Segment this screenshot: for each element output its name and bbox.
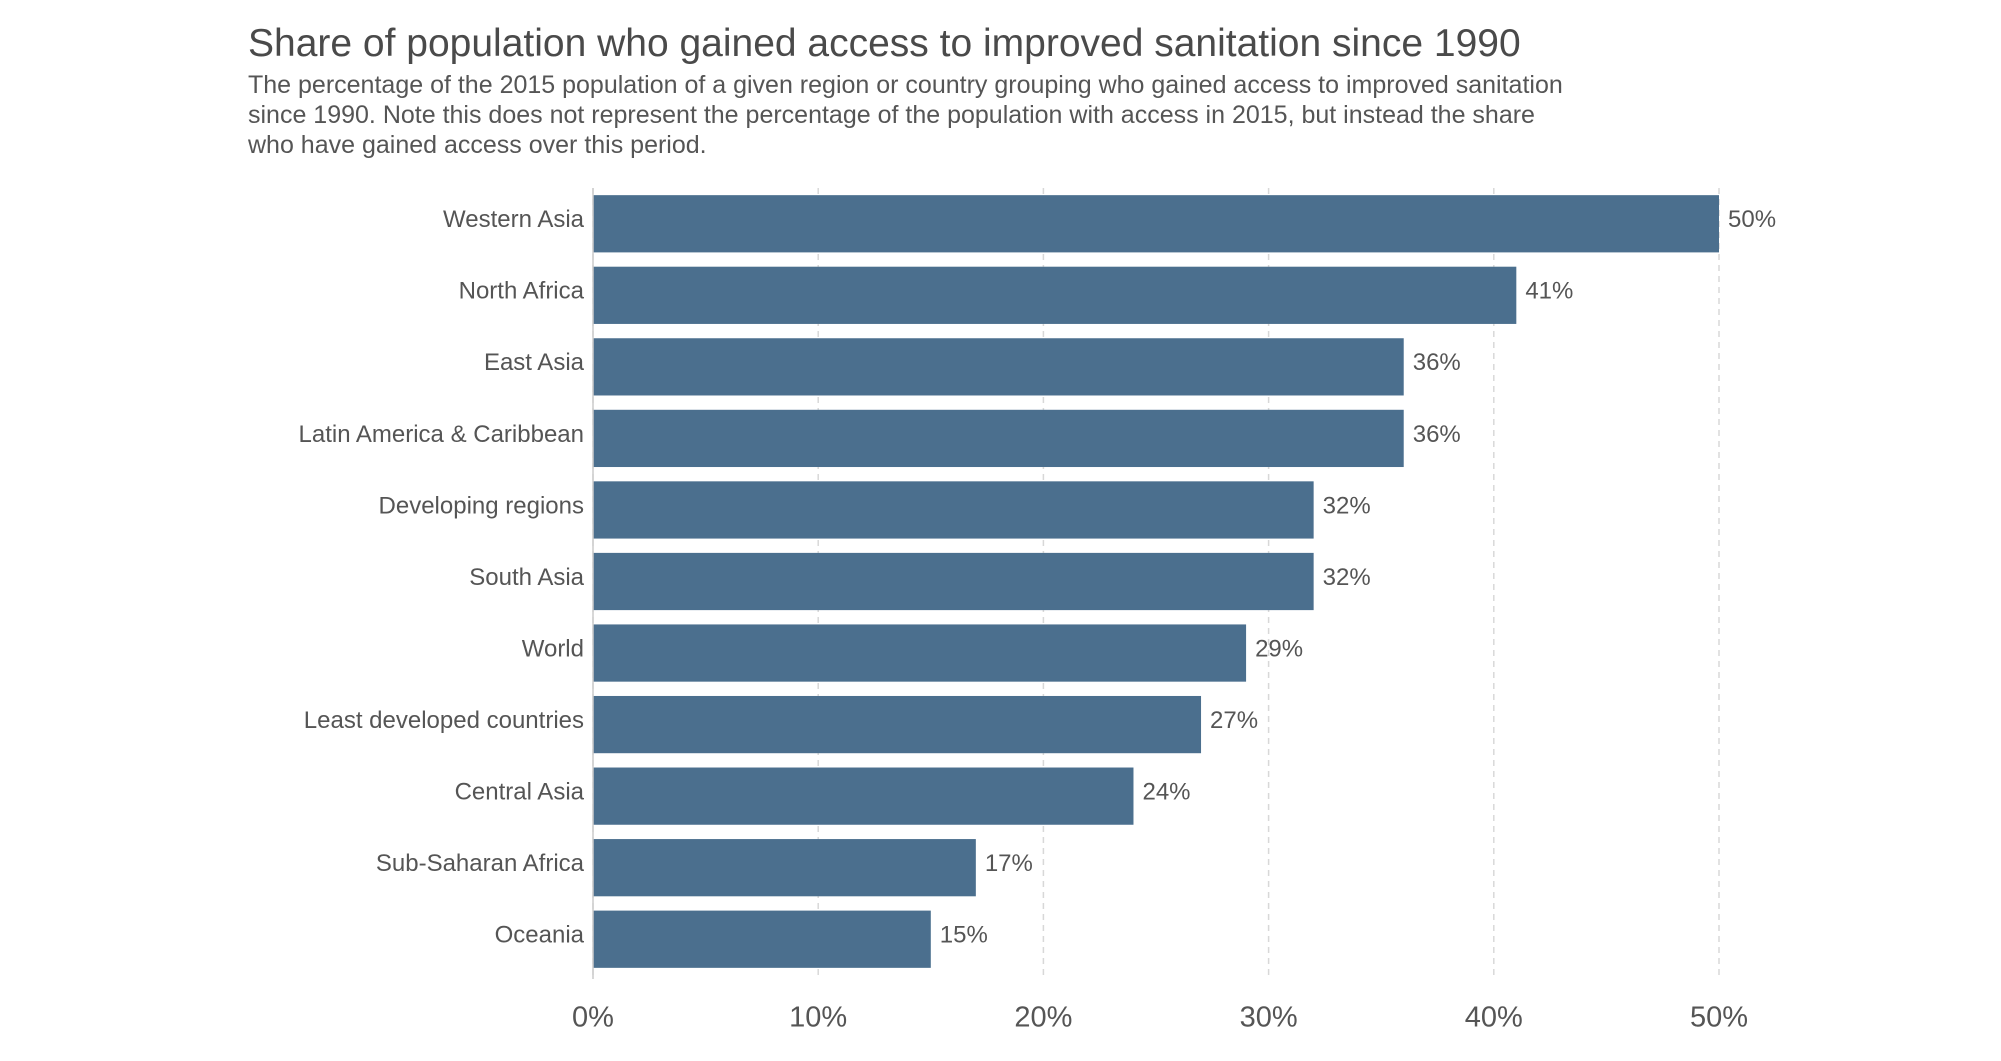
- data-label: 32%: [1323, 564, 1371, 591]
- y-tick-label: Western Asia: [443, 206, 585, 233]
- bar: [593, 266, 1517, 324]
- bar: [593, 195, 1719, 253]
- bar: [593, 552, 1314, 611]
- y-tick-label: Oceania: [495, 922, 585, 949]
- y-tick-label: East Asia: [484, 349, 585, 376]
- y-tick-label: Sub-Saharan Africa: [376, 850, 585, 877]
- x-tick-label: 40%: [1465, 1002, 1523, 1034]
- bar: [593, 481, 1314, 539]
- x-tick-label: 10%: [789, 1002, 847, 1034]
- bar: [593, 695, 1202, 754]
- bar: [593, 338, 1404, 396]
- chart-title: Share of population who gained access to…: [248, 22, 1521, 65]
- y-tick-label: Central Asia: [455, 778, 585, 805]
- data-label: 36%: [1413, 349, 1461, 376]
- y-tick-label: North Africa: [459, 278, 585, 305]
- x-tick-label: 0%: [572, 1002, 614, 1034]
- data-label: 17%: [985, 850, 1033, 877]
- data-label: 29%: [1255, 635, 1303, 662]
- bar: [593, 767, 1134, 825]
- bar: [593, 839, 976, 897]
- bar: [593, 624, 1247, 682]
- data-label: 36%: [1413, 421, 1461, 448]
- y-tick-label: Latin America & Caribbean: [299, 421, 585, 448]
- bar: [593, 409, 1404, 468]
- data-label: 24%: [1142, 778, 1190, 805]
- bar: [593, 910, 931, 968]
- data-label: 41%: [1525, 278, 1573, 305]
- y-tick-label: South Asia: [469, 564, 584, 591]
- x-tick-label: 50%: [1690, 1002, 1748, 1034]
- data-label: 50%: [1728, 206, 1776, 233]
- y-tick-label: World: [522, 635, 584, 662]
- x-tick-label: 20%: [1014, 1002, 1072, 1034]
- data-label: 15%: [940, 922, 988, 949]
- data-label: 32%: [1323, 492, 1371, 519]
- y-tick-label: Developing regions: [379, 492, 584, 519]
- data-label: 27%: [1210, 707, 1258, 734]
- y-tick-label: Least developed countries: [304, 707, 584, 734]
- chart-subtitle: The percentage of the 2015 population of…: [248, 71, 1563, 159]
- x-tick-label: 30%: [1240, 1002, 1298, 1034]
